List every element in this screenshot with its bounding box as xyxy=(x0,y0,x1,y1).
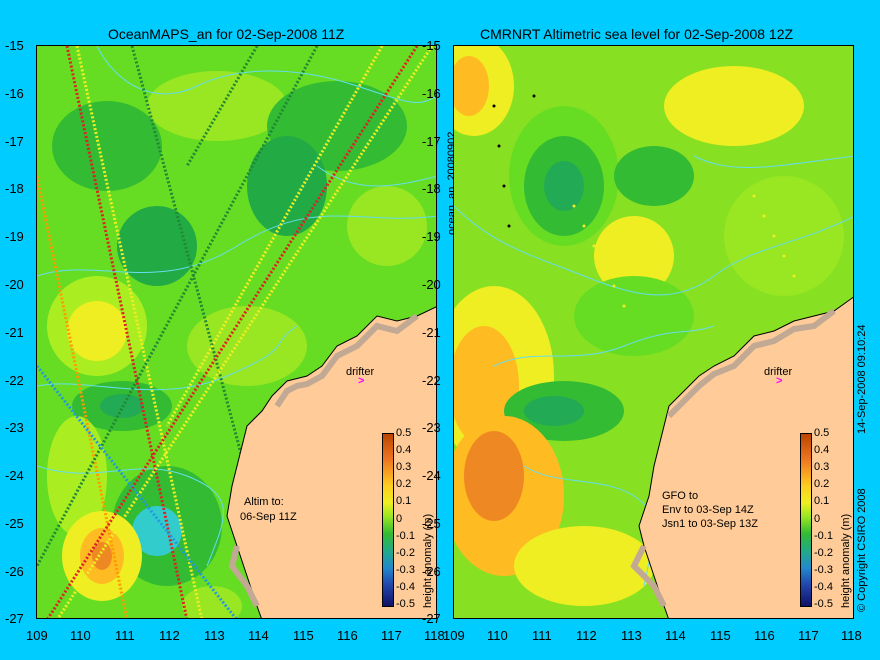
lon-tick: 117 xyxy=(798,628,819,643)
colorbar-tick: -0.5 xyxy=(814,598,833,610)
drifter-label-right: drifter xyxy=(764,366,793,378)
colorbar-tick: -0.3 xyxy=(396,564,415,576)
lon-tick: 116 xyxy=(754,628,775,643)
map-title-right: CMRNRT Altimetric sea level for 02-Sep-2… xyxy=(480,26,794,42)
lon-tick: 111 xyxy=(115,628,135,643)
generated-timestamp: 14-Sep-2008 09:10:24 xyxy=(856,324,868,434)
colorbar-tick: -0.3 xyxy=(814,564,833,576)
lon-tick: 110 xyxy=(70,628,91,643)
lat-tick: -22 xyxy=(5,373,24,388)
lat-tick: -15 xyxy=(5,38,24,53)
lon-tick: 112 xyxy=(159,628,180,643)
colorbar-tick: -0.5 xyxy=(396,598,415,610)
satellite-tracks-left xyxy=(37,46,434,618)
lon-tick: 115 xyxy=(710,628,731,643)
gfo-note-line-1: GFO to xyxy=(662,490,699,502)
lon-tick: 116 xyxy=(337,628,358,643)
altimeter-dots-right xyxy=(492,94,796,308)
colorbar-tick: 0.3 xyxy=(396,461,412,473)
lat-tick: -25 xyxy=(5,516,24,531)
anomaly-field-right xyxy=(454,46,844,606)
map-panel-left[interactable] xyxy=(36,45,437,619)
lat-tick: -19 xyxy=(5,229,24,244)
lat-tick: -18 xyxy=(5,181,24,196)
colorbar-title-right: height anomaly (m) xyxy=(840,513,852,608)
copyright-label: © Copyright CSIRO 2008 xyxy=(856,488,868,612)
colorbar-tick: 0.5 xyxy=(396,427,412,439)
lat-tick: -27 xyxy=(422,611,441,626)
lat-tick: -24 xyxy=(422,468,441,483)
lat-tick: -25 xyxy=(422,516,441,531)
drifter-marker-left: > xyxy=(358,375,365,387)
lon-tick: 110 xyxy=(487,628,508,643)
lon-tick: 109 xyxy=(443,628,465,643)
lat-tick: -17 xyxy=(422,134,441,149)
lon-tick: 118 xyxy=(424,628,445,643)
drifter-label-left: drifter xyxy=(346,366,375,378)
lon-tick: 109 xyxy=(26,628,48,643)
lat-tick: -22 xyxy=(422,373,441,388)
lon-tick: 118 xyxy=(841,628,862,643)
lat-tick: -20 xyxy=(5,277,24,292)
lat-tick: -21 xyxy=(5,325,24,340)
altim-note-line-2: 06-Sep 11Z xyxy=(240,511,297,523)
colorbar-tick: -0.4 xyxy=(396,581,415,593)
colorbar-right xyxy=(800,433,812,607)
colorbar-tick: 0.5 xyxy=(814,427,830,439)
lon-tick: 114 xyxy=(248,628,269,643)
lat-tick: -27 xyxy=(5,611,24,626)
colorbar-tick: -0.1 xyxy=(396,530,415,542)
lon-tick: 112 xyxy=(576,628,597,643)
lat-tick: -17 xyxy=(5,134,24,149)
lon-tick: 117 xyxy=(381,628,402,643)
lat-tick: -26 xyxy=(5,564,24,579)
lat-tick: -20 xyxy=(422,277,441,292)
colorbar-tick: -0.2 xyxy=(814,547,833,559)
colorbar-tick: 0.4 xyxy=(396,444,412,456)
lat-tick: -16 xyxy=(422,86,441,101)
colorbar-tick: 0 xyxy=(814,513,821,525)
colorbar-tick: 0.3 xyxy=(814,461,830,473)
lon-tick: 114 xyxy=(665,628,686,643)
colorbar-tick: -0.1 xyxy=(814,530,833,542)
altim-note-line-1: Altim to: xyxy=(244,496,284,508)
lat-tick: -23 xyxy=(422,420,441,435)
colorbar-tick: 0.2 xyxy=(396,478,412,490)
map-panel-right[interactable] xyxy=(453,45,854,619)
colorbar-tick: 0.4 xyxy=(814,444,830,456)
lon-tick: 111 xyxy=(532,628,552,643)
lat-tick: -23 xyxy=(5,420,24,435)
colorbar-left xyxy=(382,433,394,607)
colorbar-tick: 0 xyxy=(396,513,403,525)
colorbar-tick: 0.2 xyxy=(814,478,830,490)
lat-tick: -21 xyxy=(422,325,441,340)
colorbar-tick: 0.1 xyxy=(396,495,412,507)
lat-tick: -24 xyxy=(5,468,24,483)
height-anomaly-map-right xyxy=(454,46,853,618)
lat-tick: -18 xyxy=(422,181,441,196)
height-anomaly-map-left xyxy=(37,46,436,618)
lon-tick: 115 xyxy=(293,628,314,643)
colorbar-tick: 0.1 xyxy=(814,495,830,507)
lat-tick: -19 xyxy=(422,229,441,244)
colorbar-tick: -0.4 xyxy=(814,581,833,593)
lon-tick: 113 xyxy=(621,628,642,643)
colorbar-tick: -0.2 xyxy=(396,547,415,559)
gfo-note-line-3: Jsn1 to 03-Sep 13Z xyxy=(662,518,759,530)
gfo-note-line-2: Env to 03-Sep 14Z xyxy=(662,504,754,516)
lat-tick: -15 xyxy=(422,38,441,53)
lon-tick: 113 xyxy=(204,628,225,643)
lat-tick: -16 xyxy=(5,86,24,101)
drifter-marker-right: > xyxy=(776,375,783,387)
lat-tick: -26 xyxy=(422,564,441,579)
map-title-left: OceanMAPS_an for 02-Sep-2008 11Z xyxy=(108,26,345,42)
